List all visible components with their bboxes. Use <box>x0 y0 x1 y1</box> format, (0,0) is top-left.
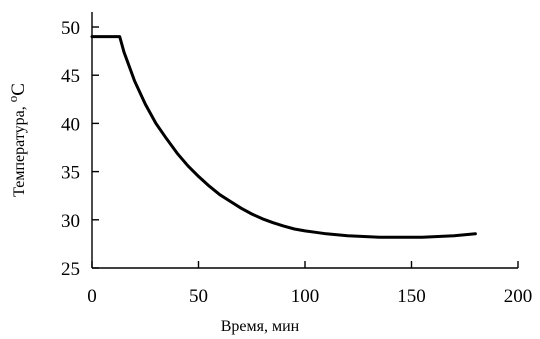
x-tick-label: 150 <box>397 286 426 307</box>
y-tick-label: 50 <box>61 18 80 39</box>
y-axis-label-text: Температура, <box>11 102 28 197</box>
y-axis-label: Температура, oC <box>5 83 29 197</box>
temperature-series-line <box>90 35 477 239</box>
x-tick-label: 200 <box>504 286 533 307</box>
x-axis-label: Время, мин <box>221 318 300 335</box>
y-tick-label: 35 <box>61 163 80 184</box>
x-ticks: 0 50 100 150 200 <box>87 261 532 307</box>
plot-area: 25 30 35 40 45 50 0 50 100 150 200 <box>61 12 532 307</box>
y-tick-label: 40 <box>61 114 80 135</box>
y-ticks: 25 30 35 40 45 50 <box>61 18 99 280</box>
y-tick-label: 30 <box>61 211 80 232</box>
y-tick-label: 45 <box>61 66 80 87</box>
y-axis-label-unit: C <box>8 83 29 96</box>
x-tick-label: 100 <box>291 286 320 307</box>
x-tick-label: 50 <box>189 286 208 307</box>
x-tick-label: 0 <box>87 286 97 307</box>
y-tick-label: 25 <box>61 259 80 280</box>
y-axis-label-degree: o <box>5 96 20 103</box>
